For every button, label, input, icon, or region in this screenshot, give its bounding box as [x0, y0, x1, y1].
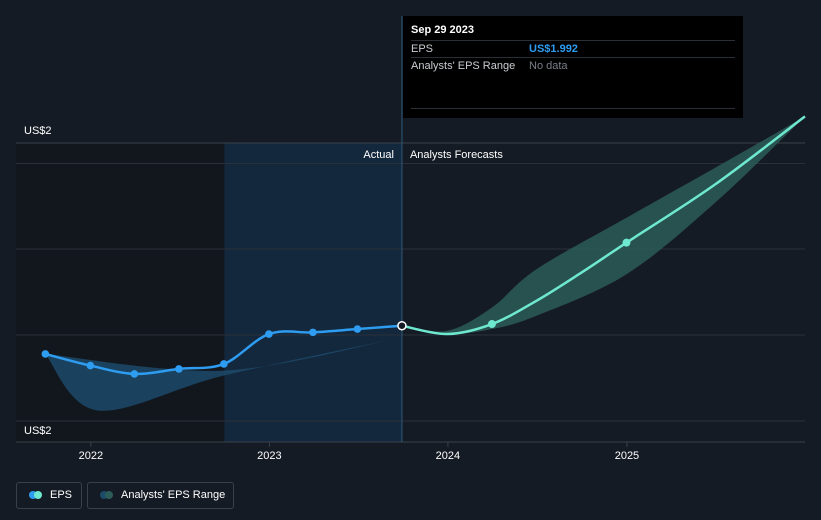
x-axis-ticks: 2022 2023 2024 2025 — [79, 442, 639, 462]
analyst-range-bands — [45, 116, 805, 411]
eps-point[interactable] — [353, 325, 362, 333]
legend-range-button[interactable]: Analysts' EPS Range — [87, 482, 234, 509]
actual-range-band — [45, 337, 402, 411]
eps-point[interactable] — [309, 328, 317, 337]
gridlines — [16, 142, 805, 443]
eps-point[interactable] — [220, 360, 228, 368]
legend-range-label: Analysts' EPS Range — [121, 489, 226, 501]
current-eps-point[interactable] — [397, 320, 407, 331]
tooltip-eps-value: US$1.992 — [529, 43, 578, 55]
eps-point[interactable] — [86, 361, 95, 370]
forecast-eps-line — [401, 115, 806, 336]
tooltip-range-row: Analysts' EPS Range No data — [411, 57, 735, 75]
tooltip-divider — [411, 108, 735, 109]
eps-point[interactable] — [175, 365, 183, 373]
legend-eps-label: EPS — [50, 489, 73, 501]
eps-swatch-icon — [29, 491, 42, 499]
x-tick-label: 2024 — [436, 450, 460, 462]
tooltip-range-value: No data — [529, 60, 568, 72]
forecast-eps-point[interactable] — [622, 238, 631, 247]
x-tick-label: 2025 — [615, 450, 639, 462]
tooltip-date: Sep 29 2023 — [411, 24, 474, 36]
actual-region-label: Actual — [363, 149, 394, 161]
forecast-region-label: Analysts Forecasts — [410, 149, 503, 161]
x-tick-label: 2022 — [79, 450, 103, 462]
y-tick-top: US$2 — [24, 125, 52, 137]
legend-eps-button[interactable]: EPS — [16, 482, 82, 509]
highlight-region — [224, 143, 402, 442]
tooltip-range-label: Analysts' EPS Range — [411, 60, 516, 72]
eps-point[interactable] — [265, 330, 273, 338]
eps-points[interactable] — [41, 238, 631, 378]
y-tick-bottom: US$2 — [24, 425, 52, 437]
x-tick-label: 2023 — [257, 450, 281, 462]
range-swatch-icon — [100, 491, 113, 499]
eps-point[interactable] — [41, 350, 50, 358]
forecast-eps-point[interactable] — [487, 320, 496, 329]
tooltip: Sep 29 2023 EPS US$1.992 Analysts' EPS R… — [403, 16, 743, 118]
tooltip-eps-label: EPS — [411, 43, 434, 55]
tooltip-eps-row: EPS US$1.992 — [411, 40, 735, 58]
eps-point[interactable] — [130, 370, 139, 378]
